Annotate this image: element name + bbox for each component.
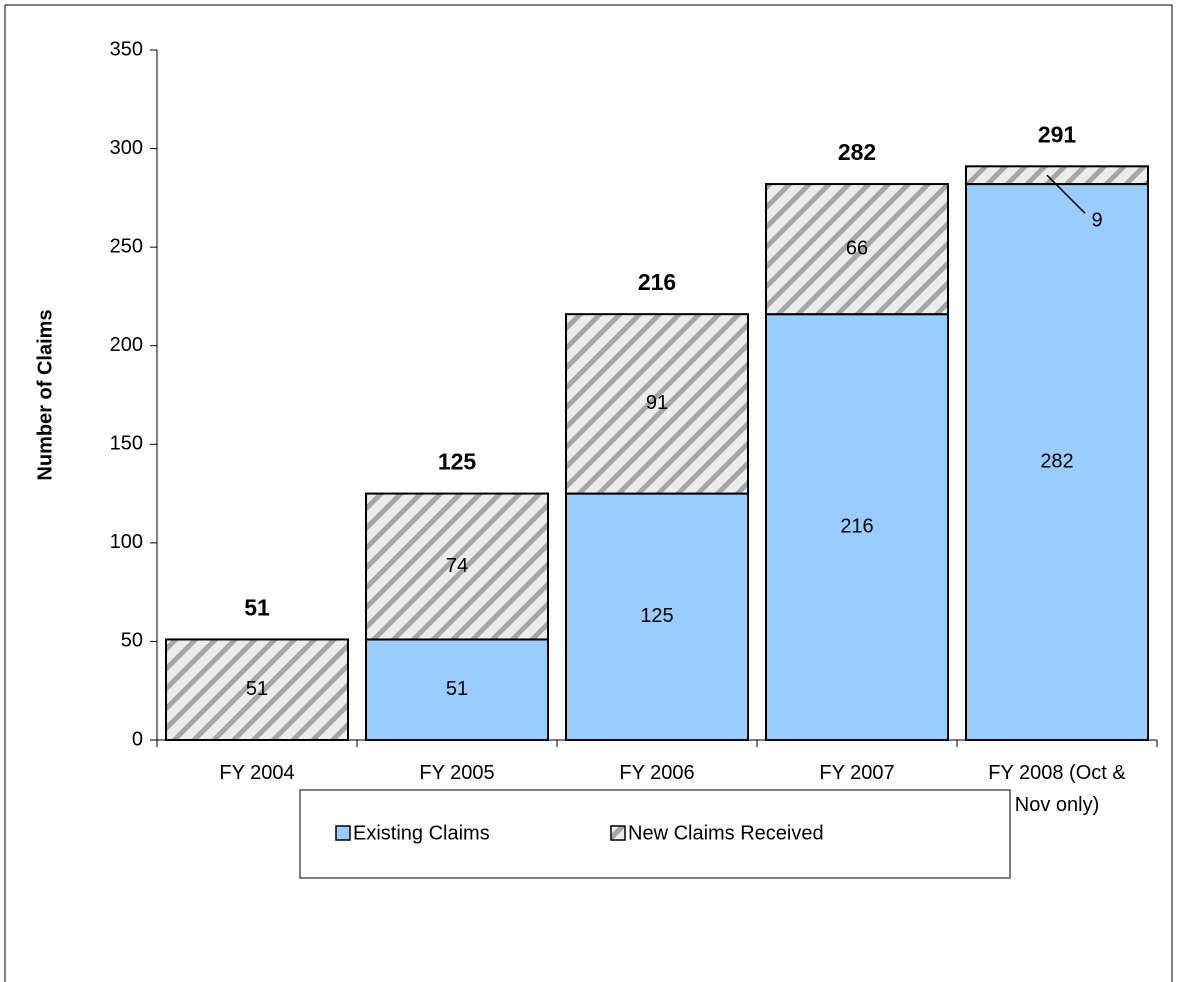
- total-label: 125: [438, 449, 477, 475]
- y-tick-label: 150: [110, 433, 143, 455]
- bar-segment: [165, 638, 349, 742]
- legend-label: New Claims Received: [628, 822, 824, 844]
- bar-segment: [565, 492, 749, 742]
- value-label: 9: [1091, 209, 1102, 231]
- total-label: 216: [638, 269, 676, 295]
- bar-segment: [765, 313, 949, 741]
- total-label: 291: [1038, 121, 1077, 147]
- y-tick-label: 350: [110, 38, 143, 60]
- y-axis-title: Number of Claims: [34, 309, 56, 480]
- bar-segment: [565, 313, 749, 495]
- legend-label: Existing Claims: [353, 822, 490, 844]
- x-tick-label: FY 2008 (Oct & Nov only): [988, 762, 1126, 816]
- value-label: 91: [646, 392, 668, 414]
- x-tick-label: FY 2004: [219, 762, 294, 784]
- y-tick-label: 50: [121, 630, 143, 652]
- value-label: 216: [840, 515, 873, 537]
- leader-line: [1046, 174, 1086, 214]
- y-tick-label: 200: [110, 334, 143, 356]
- x-tick-label: FY 2007: [819, 762, 894, 784]
- bar-segment: [965, 165, 1149, 186]
- x-tick-label: FY 2006: [619, 762, 694, 784]
- bar-segment: [365, 638, 549, 742]
- bar-segment: [965, 183, 1149, 742]
- total-label: 51: [244, 595, 270, 621]
- value-label: 74: [446, 555, 468, 577]
- y-tick-label: 100: [110, 531, 143, 553]
- y-tick-label: 300: [110, 137, 143, 159]
- value-label: 125: [640, 605, 673, 627]
- y-tick-label: 250: [110, 235, 143, 257]
- bar-segment: [765, 183, 949, 316]
- y-tick-label: 0: [132, 728, 143, 750]
- legend-box: [299, 789, 1011, 879]
- value-label: 282: [1040, 450, 1073, 472]
- x-tick-label: FY 2005: [419, 762, 494, 784]
- value-label: 51: [446, 678, 468, 700]
- total-label: 282: [838, 139, 876, 165]
- legend-swatch: [610, 825, 626, 841]
- value-label: 51: [246, 678, 268, 700]
- value-label: 66: [846, 237, 868, 259]
- legend-swatch: [335, 825, 351, 841]
- frame: [4, 4, 1173, 982]
- bar-segment: [365, 492, 549, 641]
